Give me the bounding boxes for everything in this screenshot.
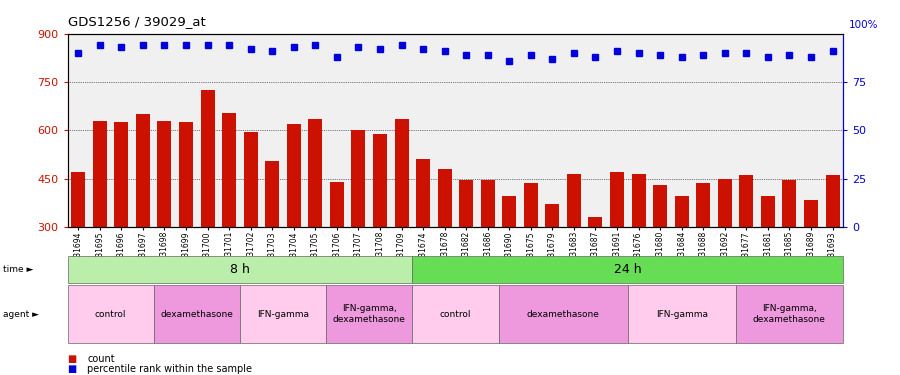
Bar	[610, 172, 624, 323]
Bar	[545, 204, 560, 323]
Text: IFN-gamma,
dexamethasone: IFN-gamma, dexamethasone	[333, 304, 406, 324]
Bar	[437, 169, 452, 323]
Bar	[71, 172, 86, 323]
Text: time ►: time ►	[3, 265, 33, 274]
Bar	[718, 178, 732, 323]
Text: IFN-gamma: IFN-gamma	[656, 310, 707, 319]
Bar	[760, 196, 775, 323]
Text: count: count	[87, 354, 115, 364]
Text: 8 h: 8 h	[230, 263, 250, 276]
Bar	[804, 200, 818, 323]
Bar	[351, 130, 365, 323]
Bar	[373, 134, 387, 323]
Bar	[244, 132, 257, 323]
Text: control: control	[439, 310, 472, 319]
Bar	[782, 180, 796, 323]
Bar	[416, 159, 430, 323]
Bar	[697, 183, 710, 323]
Text: control: control	[94, 310, 126, 319]
Bar	[201, 90, 214, 323]
Text: 100%: 100%	[849, 20, 878, 30]
Bar	[567, 174, 580, 323]
Text: IFN-gamma,
dexamethasone: IFN-gamma, dexamethasone	[753, 304, 826, 324]
Bar	[459, 180, 473, 323]
Text: dexamethasone: dexamethasone	[526, 310, 599, 319]
Bar	[114, 122, 129, 323]
Bar	[502, 196, 517, 323]
Bar	[632, 174, 645, 323]
Text: GDS1256 / 39029_at: GDS1256 / 39029_at	[68, 15, 205, 28]
Text: ■: ■	[68, 364, 76, 374]
Text: agent ►: agent ►	[3, 310, 39, 319]
Bar	[136, 114, 150, 323]
Bar	[481, 180, 495, 323]
Text: dexamethasone: dexamethasone	[160, 310, 233, 319]
Bar	[330, 182, 344, 323]
Bar	[675, 196, 688, 323]
Text: IFN-gamma: IFN-gamma	[257, 310, 309, 319]
Bar	[589, 217, 602, 323]
Text: 24 h: 24 h	[614, 263, 642, 276]
Bar	[309, 119, 322, 323]
Bar	[524, 183, 538, 323]
Bar	[739, 176, 753, 323]
Bar	[266, 161, 279, 323]
Bar	[222, 112, 236, 323]
Text: percentile rank within the sample: percentile rank within the sample	[87, 364, 252, 374]
Bar	[93, 121, 107, 323]
Text: ■: ■	[68, 354, 76, 364]
Bar	[653, 185, 667, 323]
Bar	[179, 122, 193, 323]
Bar	[287, 124, 301, 323]
Bar	[158, 121, 172, 323]
Bar	[825, 176, 840, 323]
Bar	[394, 119, 409, 323]
